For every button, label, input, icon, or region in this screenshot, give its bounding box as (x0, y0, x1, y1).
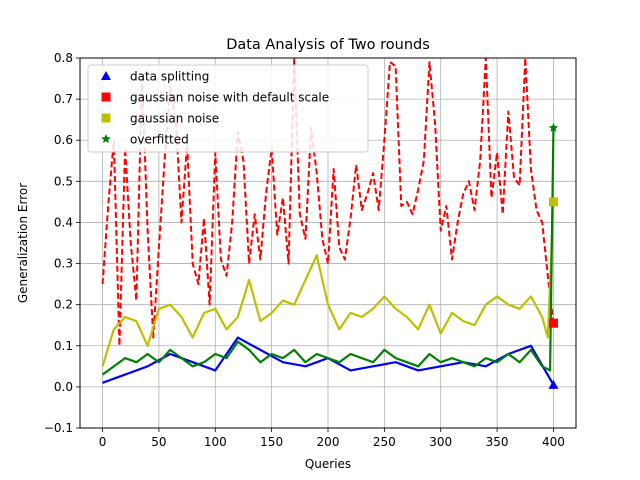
series-line-3 (101, 127, 555, 376)
series-line-1 (101, 58, 555, 347)
chart-title: Data Analysis of Two rounds (226, 37, 430, 53)
y-tick-label: 0.0 (54, 380, 73, 394)
legend-marker-2 (101, 113, 111, 123)
x-tick-label: 200 (317, 435, 340, 449)
x-tick-label: 50 (151, 435, 166, 449)
x-tick-label: 0 (99, 435, 107, 449)
series-marker-2 (548, 197, 558, 207)
legend-marker-1 (101, 92, 111, 102)
x-tick-label: 300 (429, 435, 452, 449)
y-tick-label: 0.4 (54, 215, 73, 229)
x-tick-label: 400 (542, 435, 565, 449)
x-tick-label: 100 (204, 435, 227, 449)
legend-label-2: gaussian noise (130, 112, 219, 126)
series-marker-0 (548, 379, 559, 389)
legend-marker-0 (101, 71, 111, 80)
legend-label-3: overfitted (130, 133, 189, 147)
legend-marker-3 (101, 134, 111, 144)
legend-label-0: data splitting (130, 70, 209, 84)
y-tick-label: 0.5 (54, 174, 73, 188)
x-tick-label: 350 (486, 435, 509, 449)
legend-label-1: gaussian noise with default scale (130, 91, 329, 105)
y-axis-label: Generalization Error (16, 183, 30, 303)
x-axis-label: Queries (305, 457, 351, 471)
series-layer (101, 58, 559, 389)
y-tick-label: 0.1 (54, 339, 73, 353)
y-tick-label: 0.8 (54, 51, 73, 65)
y-tick-label: 0.6 (54, 133, 73, 147)
x-tick-label: 250 (373, 435, 396, 449)
y-tick-label: 0.3 (54, 257, 73, 271)
y-tick-label: 0.7 (54, 92, 73, 106)
series-marker-3 (548, 122, 559, 132)
series-line-2 (101, 201, 555, 367)
legend-box (87, 64, 369, 153)
legend: data splitting gaussian noise with defaul… (87, 64, 369, 153)
x-axis: 0 50 100 150 200 250 300 350 400 (99, 428, 565, 449)
series-marker-1 (548, 318, 558, 328)
y-axis: −0.1 0.0 0.1 0.2 0.3 0.4 0.5 0.6 0.7 0.8 (44, 51, 80, 435)
y-tick-label: 0.2 (54, 298, 73, 312)
x-tick-label: 150 (260, 435, 283, 449)
y-tick-label: −0.1 (44, 421, 73, 435)
